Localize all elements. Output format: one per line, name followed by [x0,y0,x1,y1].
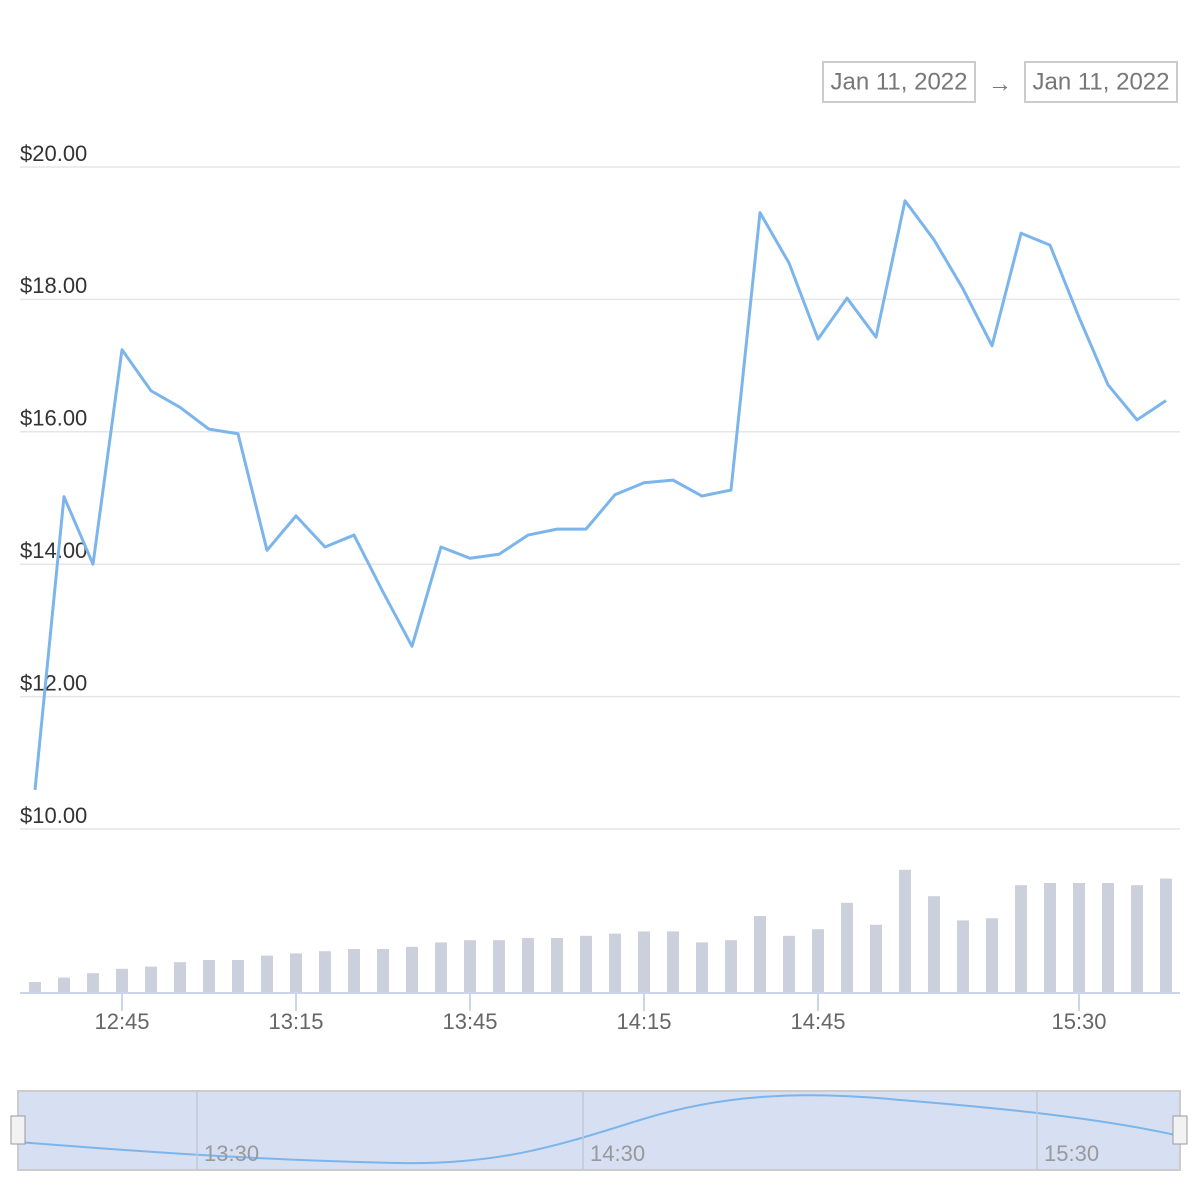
y-tick-label: $20.00 [20,141,87,166]
volume-bar [551,938,563,993]
navigator[interactable]: 13:30 14:30 15:30 [10,1090,1188,1171]
volume-bar [406,946,418,993]
volume-bar [116,968,128,993]
navigator-mask [17,1090,1181,1171]
x-tick-label: 15:30 [1051,1009,1106,1034]
volume-bar [1073,883,1085,993]
y-tick-label: $12.00 [20,670,87,695]
navigator-tick-label: 15:30 [1044,1141,1099,1166]
range-separator: → [988,70,1012,97]
x-tick-label: 12:45 [94,1009,149,1034]
range-from-input[interactable] [822,61,976,103]
navigator-handle[interactable] [10,1115,26,1145]
volume-bar [783,935,795,993]
volume-bar [261,955,273,993]
x-tick-label: 14:45 [790,1009,845,1034]
volume-bar [986,918,998,993]
volume-bar [522,938,534,993]
volume-bar [928,896,940,993]
volume-bar [841,902,853,993]
x-tick-label: 13:45 [442,1009,497,1034]
volume-bar [290,953,302,993]
volume-bar [1044,883,1056,993]
navigator-line [17,1094,1181,1165]
volume-bar [464,940,476,993]
volume-bar [696,942,708,993]
volume-bar [174,962,186,993]
y-tick-label: $16.00 [20,406,87,431]
volume-bar [667,931,679,993]
volume-bar [1131,885,1143,993]
volume-bar [1015,885,1027,993]
navigator-tick-label: 14:30 [590,1141,645,1166]
volume-bar [58,977,70,993]
volume-bar [348,949,360,993]
volume-bar [725,940,737,993]
navigator-tick-label: 13:30 [204,1141,259,1166]
volume-bar [638,931,650,993]
y-tick-label: $18.00 [20,273,87,298]
volume-bar [1102,883,1114,993]
y-tick-label: $14.00 [20,538,87,563]
navigator-handle[interactable] [1172,1115,1188,1145]
volume-bar [957,920,969,993]
volume-bar [29,982,41,993]
volume-bar [319,951,331,993]
x-tick-label: 14:15 [616,1009,671,1034]
volume-bar [232,960,244,993]
volume-bar [609,933,621,993]
volume-bar [87,973,99,993]
volume-bar [1160,878,1172,993]
y-tick-label: $10.00 [20,803,87,828]
volume-bar [899,869,911,993]
volume-bar [435,942,447,993]
volume-bar [812,929,824,993]
volume-bar [754,916,766,993]
range-to: Jan 11, 2022 [1032,68,1169,95]
volume-bar [377,949,389,993]
volume-bar [493,940,505,993]
volume-bar [203,960,215,993]
volume-bar [870,924,882,993]
x-tick-label: 13:15 [268,1009,323,1034]
volume-bar [580,935,592,993]
range-from: Jan 11, 2022 [830,68,967,95]
volume-bar [145,966,157,993]
price-line [33,199,1167,791]
range-to-input[interactable] [1024,61,1178,103]
